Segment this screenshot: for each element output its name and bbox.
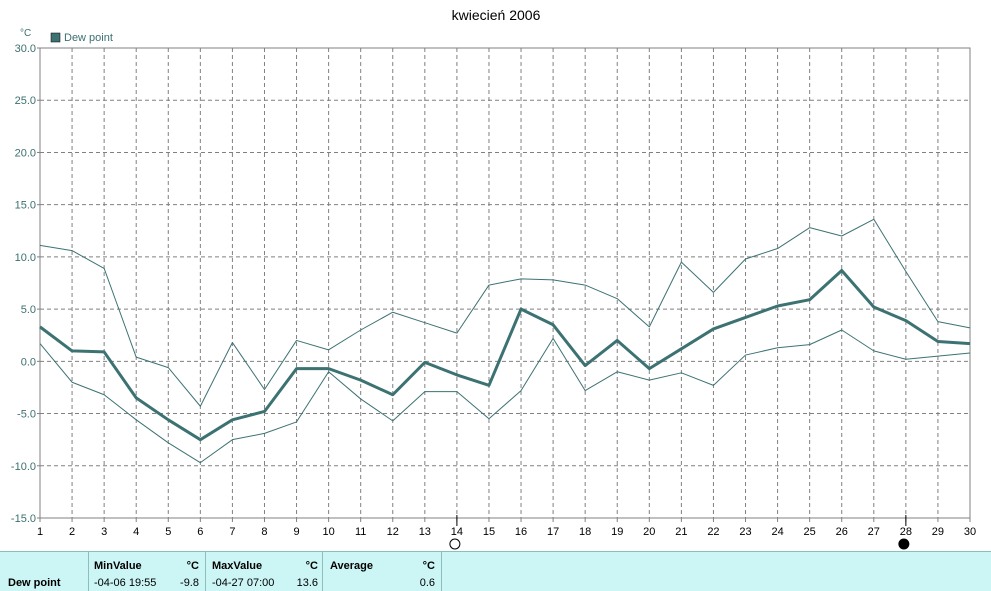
x-tick-label: 21 — [675, 526, 687, 538]
series-line-average — [39, 268, 971, 442]
stats-table: Dew point MinValue °C -04-06 19:55 -9.8 … — [0, 551, 991, 591]
x-tick-label: 8 — [261, 526, 267, 538]
x-tick-label: 4 — [133, 526, 139, 538]
x-tick-label: 1 — [37, 526, 43, 538]
x-tick-label: 17 — [547, 526, 559, 538]
x-tick-label: 20 — [643, 526, 655, 538]
max-value-header: MaxValue — [212, 560, 263, 572]
moon-markers — [449, 515, 910, 550]
average-value: 0.6 — [419, 577, 435, 589]
x-tick-label: 15 — [483, 526, 495, 538]
y-tick-label: 25.0 — [15, 95, 36, 107]
series-lines — [39, 218, 971, 464]
x-tick-label: 11 — [355, 526, 366, 538]
new-moon-icon — [898, 538, 910, 550]
x-tick-label: 13 — [419, 526, 431, 538]
series-line-min — [39, 329, 971, 464]
series-line-max — [39, 218, 971, 407]
average-cell: Average °C 0.6 — [323, 552, 441, 591]
x-tick-label: 18 — [579, 526, 591, 538]
y-axis: 30.0 25.0 20.0 15.0 10.0 5.0 0.0 -5.0 -10.0 -15.0 — [11, 43, 40, 525]
x-tick-label: 27 — [868, 526, 880, 538]
stats-row-label: Dew point — [8, 577, 61, 589]
x-tick-label: 29 — [932, 526, 944, 538]
y-tick-label: 5.0 — [21, 304, 36, 316]
x-tick-label: 28 — [900, 526, 912, 538]
x-tick-label: 26 — [836, 526, 848, 538]
y-tick-label: -15.0 — [11, 513, 36, 525]
x-tick-label: 6 — [197, 526, 203, 538]
x-tick-label: 22 — [707, 526, 719, 538]
x-tick-label: 9 — [293, 526, 299, 538]
x-tick-label: 5 — [165, 526, 171, 538]
x-tick-label: 12 — [387, 526, 399, 538]
min-value-date: -04-06 19:55 — [94, 577, 157, 589]
min-value-unit: °C — [186, 560, 199, 572]
x-tick-label: 30 — [964, 526, 976, 538]
legend-label: Dew point — [64, 32, 113, 44]
grid — [40, 48, 970, 518]
stats-row-header: Dew point — [0, 552, 88, 591]
x-tick-label: 3 — [101, 526, 107, 538]
y-tick-label: 15.0 — [15, 200, 36, 212]
max-value: 13.6 — [296, 577, 318, 589]
y-tick-label: 20.0 — [15, 147, 36, 159]
max-value-unit: °C — [305, 560, 318, 572]
y-tick-label: 10.0 — [15, 252, 36, 264]
min-value: -9.8 — [180, 577, 199, 589]
x-tick-label: 14 — [451, 526, 463, 538]
dew-point-chart: kwiecień 2006 °C Dew point 30.025.020.01… — [11, 7, 976, 550]
x-tick-label: 10 — [322, 526, 334, 538]
plot-frame — [39, 47, 971, 519]
x-tick-label: 25 — [804, 526, 816, 538]
min-value-cell: MinValue °C -04-06 19:55 -9.8 — [89, 552, 205, 591]
x-tick-label: 24 — [771, 526, 783, 538]
y-tick-label: -5.0 — [17, 409, 36, 421]
x-axis: 1 2 3 4 5 6 7 8 9 10 11 12 13 14 15 16 17 18 19 20 21 22 23 24 2… — [37, 518, 976, 538]
max-value-cell: MaxValue °C -04-27 07:00 13.6 — [206, 552, 322, 591]
y-tick-label: 30.0 — [15, 43, 36, 55]
x-tick-label: 19 — [611, 526, 623, 538]
x-tick-label: 7 — [229, 526, 235, 538]
x-tick-label: 23 — [739, 526, 751, 538]
legend-swatch — [50, 32, 61, 43]
x-tick-label: 2 — [69, 526, 75, 538]
y-tick-label: -10.0 — [11, 461, 36, 473]
average-unit: °C — [422, 560, 435, 572]
y-axis-unit: °C — [20, 28, 31, 39]
average-header: Average — [330, 560, 374, 572]
chart-title: kwiecień 2006 — [452, 7, 541, 23]
y-tick-label: 0.0 — [21, 356, 36, 368]
x-tick-label: 16 — [515, 526, 527, 538]
max-value-date: -04-27 07:00 — [212, 577, 275, 589]
full-moon-icon — [449, 538, 461, 550]
min-value-header: MinValue — [94, 560, 142, 572]
